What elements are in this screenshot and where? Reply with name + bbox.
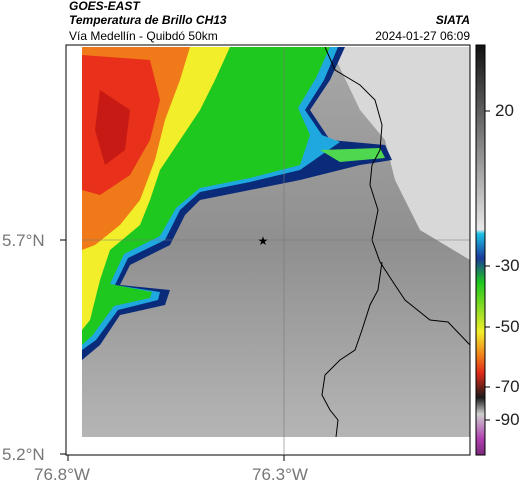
header-satellite: GOES-EAST — [69, 0, 140, 13]
cbar-label-neg90: -90 — [495, 410, 520, 429]
cbar-label-neg30: -30 — [495, 256, 520, 275]
cloud-patch-green — [320, 148, 385, 162]
lat-label-1: 5.7°N — [2, 231, 45, 250]
header-agency: SIATA — [435, 13, 470, 27]
boundary-line — [324, 47, 470, 346]
cbar-label-20: 20 — [495, 101, 514, 120]
cbar-label-neg50: -50 — [495, 317, 520, 336]
lon-label-2: 76.3°W — [252, 465, 308, 484]
colorbar — [475, 44, 486, 456]
lon-label-1: 76.8°W — [34, 465, 90, 484]
cbar-label-neg70: -70 — [495, 377, 520, 396]
lat-label-2: 5.2°N — [2, 445, 45, 464]
map-frame — [65, 44, 471, 456]
cloud-core-dark-red — [95, 90, 130, 165]
header-product: Temperatura de Brillo CH13 — [69, 13, 227, 27]
boundary-line-south — [321, 261, 383, 437]
clear-sky-region — [330, 47, 470, 260]
star-icon: ★ — [258, 234, 269, 248]
header-datetime: 2024-01-27 06:09 — [375, 29, 470, 43]
header-route: Vía Medellín - Quibdó 50km — [69, 29, 218, 43]
